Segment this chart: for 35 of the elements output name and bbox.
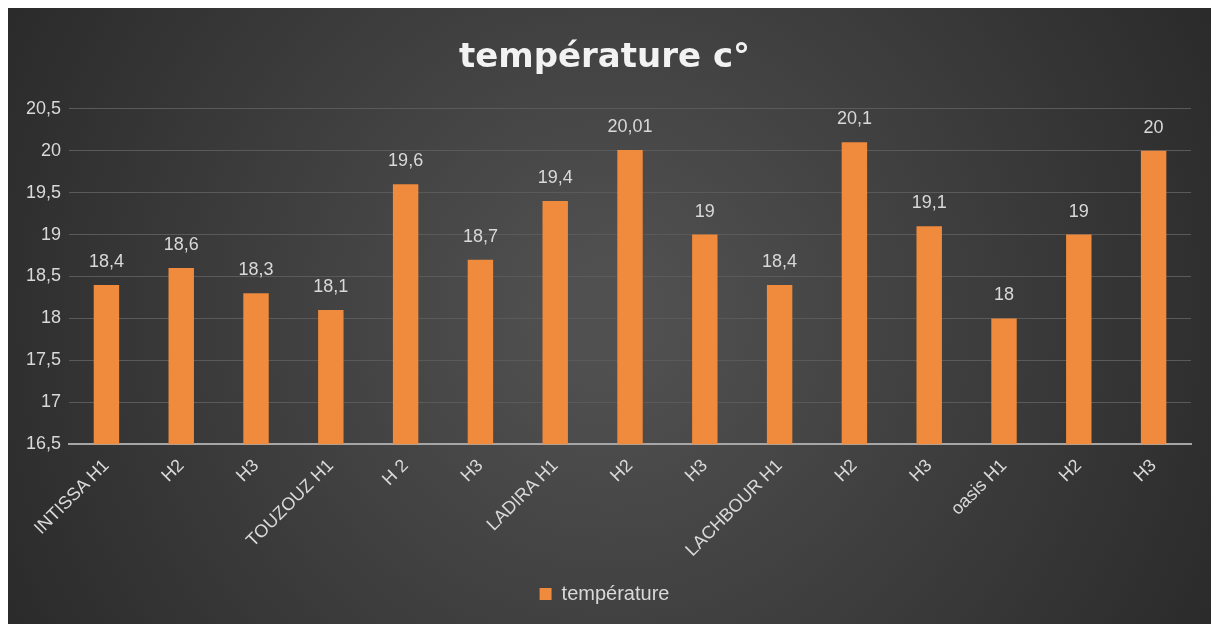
data-label: 19,4 [537,167,573,187]
x-tick-label: H2 [830,455,861,486]
chart-title: température c° [458,35,751,76]
data-label: 18,4 [762,250,798,271]
x-tick-label: H3 [905,455,936,486]
data-label: 20,1 [836,108,872,129]
x-tick-label: H2 [1054,455,1086,486]
data-label: 19 [1068,200,1089,221]
x-tick-label: H3 [680,455,712,486]
data-label: 20 [1143,116,1164,137]
data-label: 18,3 [238,259,274,280]
x-tick-label: H3 [456,455,487,486]
data-label: 18,4 [88,250,124,271]
data-label: 18 [993,284,1015,305]
data-label: 19 [694,200,715,221]
data-label: 18,7 [462,225,498,246]
y-tick-label: 18,5 [25,265,62,286]
data-label: 19,6 [388,150,424,171]
y-tick-label: 20,5 [25,97,62,118]
x-tick-label: H3 [1129,455,1160,486]
legend-label: température [561,581,670,604]
y-tick-label: 19,5 [25,181,62,202]
y-tick-label: 17 [41,391,62,412]
data-label: 19,1 [911,192,947,213]
y-tick-label: 18 [41,307,62,328]
y-tick-label: 20 [41,139,62,160]
x-tick-label: H2 [157,455,188,486]
y-tick-label: 16,5 [25,433,62,454]
data-label: 18,6 [163,234,199,255]
y-tick-label: 17,5 [25,349,62,370]
data-label: 20,01 [607,115,653,136]
x-tick-label: H 2 [378,455,412,489]
data-label: 18,1 [313,276,349,297]
y-tick-label: 19 [41,223,62,244]
x-tick-label: H2 [605,455,637,486]
